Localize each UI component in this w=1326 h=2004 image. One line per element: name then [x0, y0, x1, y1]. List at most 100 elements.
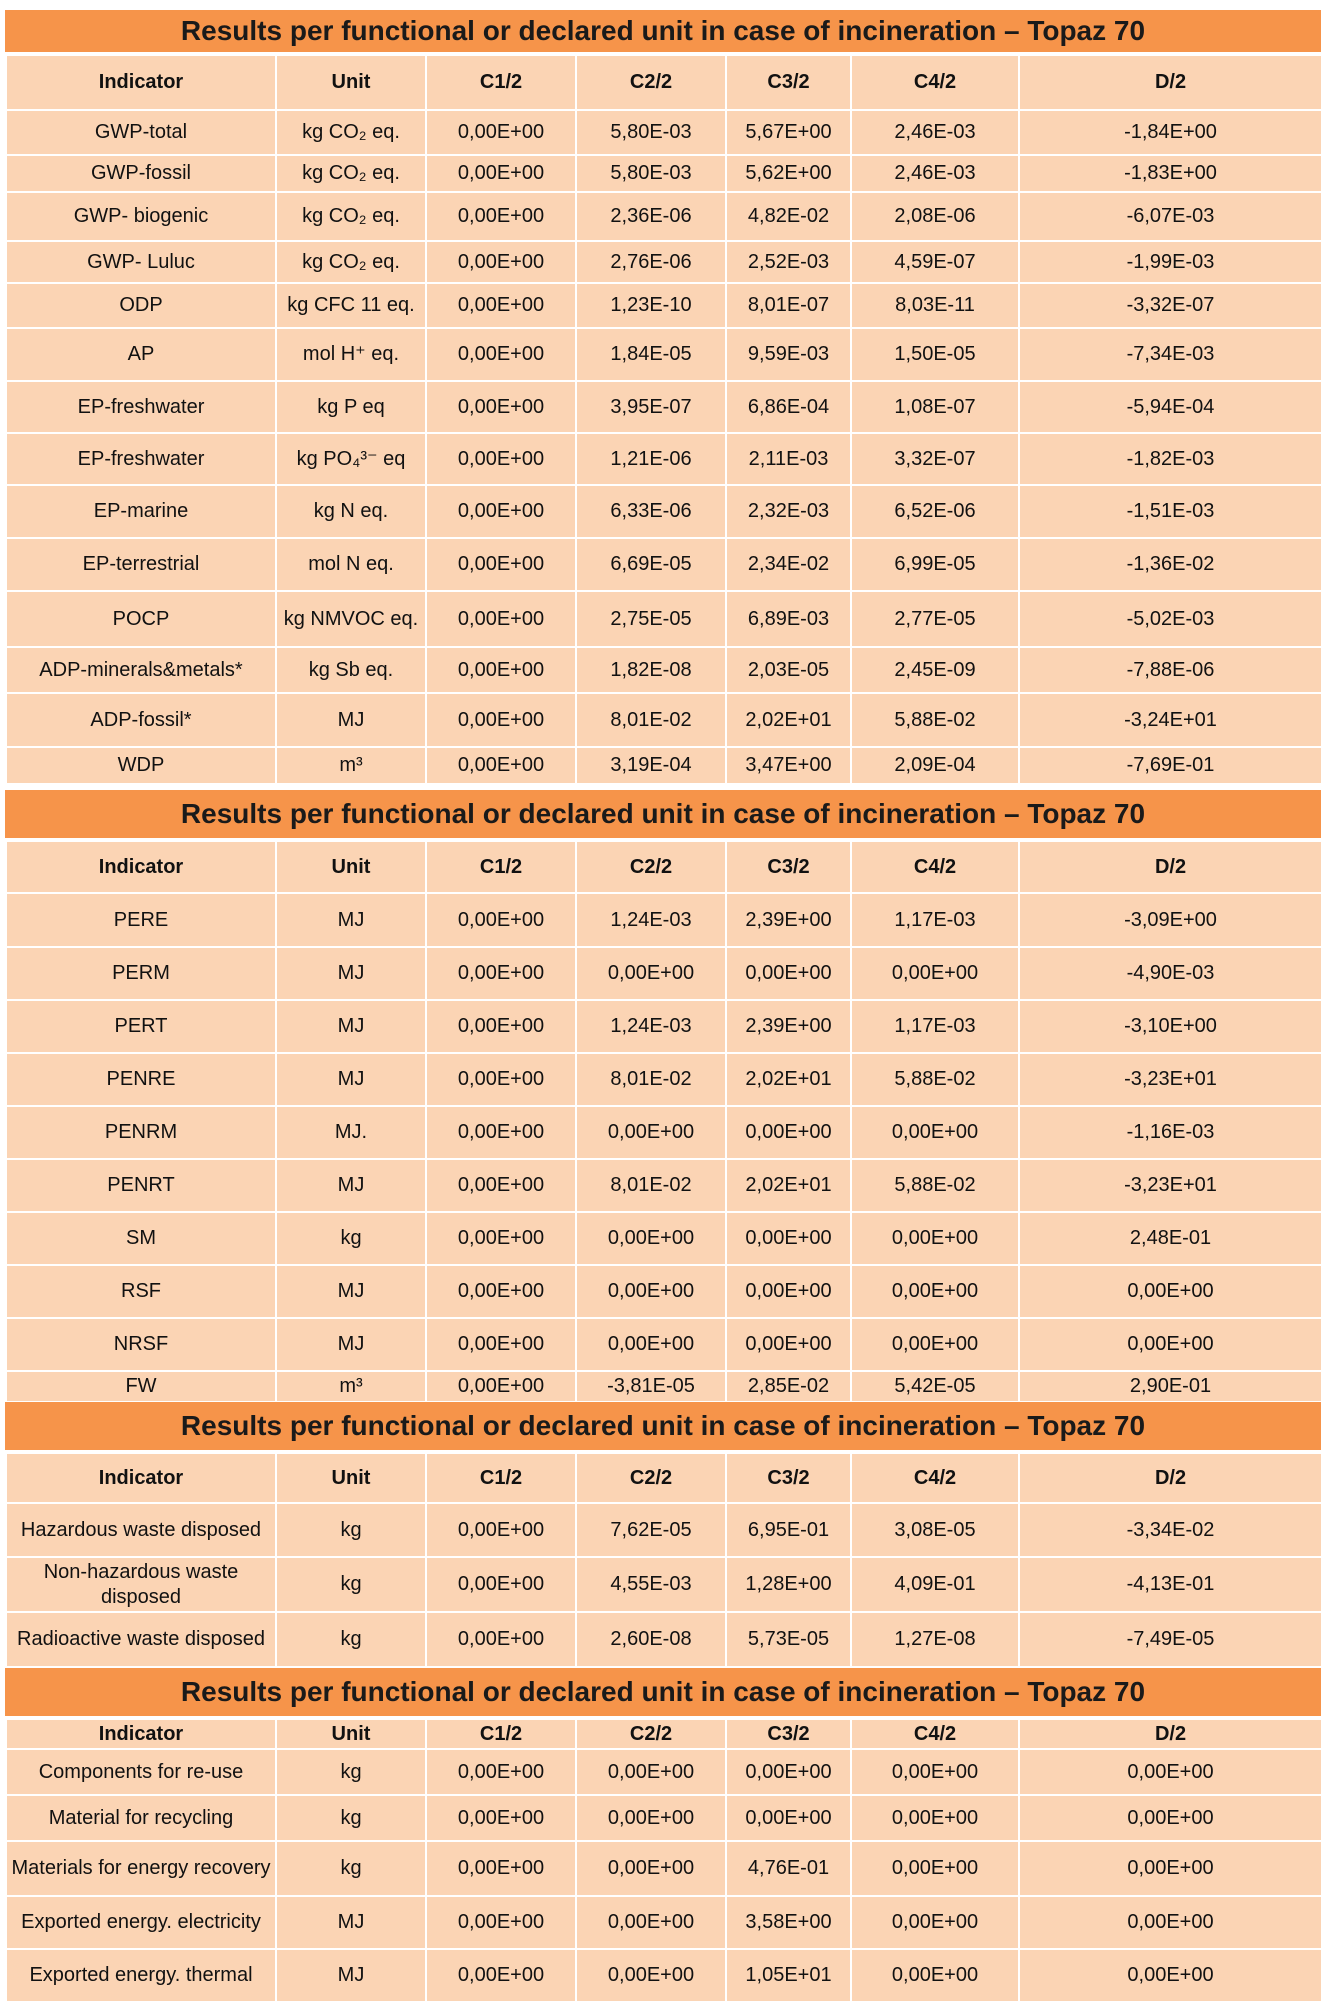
table-row: Exported energy. thermal MJ 0,00E+00 0,00E+… — [5, 1948, 1323, 2003]
value-cell: 3,95E-07 — [575, 380, 727, 434]
value-cell: 6,95E-01 — [725, 1502, 852, 1558]
value-cell: 0,00E+00 — [425, 692, 577, 748]
value-cell: 8,03E-11 — [850, 282, 1020, 329]
output-flows-table: Indicator Unit C1/2 C2/2 C3/2 C4/2 D/2 Componen… — [5, 1718, 1323, 2003]
table-row: Non-hazardous waste disposed kg 0,00E+00 4,… — [5, 1556, 1323, 1613]
table-row: ADP-fossil* MJ 0,00E+00 8,01E-02 2,02E+01 5,8… — [5, 692, 1323, 748]
value-cell: -3,10E+00 — [1018, 999, 1323, 1054]
value-cell: 2,02E+01 — [725, 692, 852, 748]
header-row: Indicator Unit C1/2 C2/2 C3/2 C4/2 D/2 — [5, 54, 1323, 111]
table-row: PERT MJ 0,00E+00 1,24E-03 2,39E+00 1,17E-03 -3… — [5, 999, 1323, 1054]
table-row: EP-marine kg N eq. 0,00E+00 6,33E-06 2,32E-0… — [5, 484, 1323, 539]
value-cell: 0,00E+00 — [425, 191, 577, 242]
column-header: C3/2 — [725, 840, 852, 894]
value-cell: 0,00E+00 — [850, 1895, 1020, 1950]
unit-cell: kg — [275, 1840, 427, 1897]
indicator-cell: ADP-fossil* — [5, 692, 277, 748]
value-cell: 0,00E+00 — [425, 1794, 577, 1842]
value-cell: 0,00E+00 — [725, 946, 852, 1001]
value-cell: 0,00E+00 — [725, 1105, 852, 1160]
indicator-cell: GWP-total — [5, 109, 277, 156]
value-cell: 6,52E-06 — [850, 484, 1020, 539]
unit-cell: kg P eq — [275, 380, 427, 434]
value-cell: 0,00E+00 — [1018, 1264, 1323, 1319]
column-header: C4/2 — [850, 54, 1020, 111]
value-cell: -3,81E-05 — [575, 1370, 727, 1403]
indicator-cell: FW — [5, 1370, 277, 1403]
value-cell: 0,00E+00 — [425, 1105, 577, 1160]
column-header: C1/2 — [425, 1718, 577, 1750]
value-cell: 0,00E+00 — [850, 1794, 1020, 1842]
indicator-cell: ADP-minerals&metals* — [5, 646, 277, 694]
unit-cell: MJ — [275, 999, 427, 1054]
value-cell: 0,00E+00 — [425, 484, 577, 539]
value-cell: 8,01E-02 — [575, 1052, 727, 1107]
value-cell: 0,00E+00 — [575, 1211, 727, 1266]
value-cell: 2,39E+00 — [725, 892, 852, 948]
value-cell: 6,69E-05 — [575, 537, 727, 592]
indicator-cell: EP-terrestrial — [5, 537, 277, 592]
indicator-cell: SM — [5, 1211, 277, 1266]
value-cell: 0,00E+00 — [425, 1158, 577, 1213]
value-cell: 3,58E+00 — [725, 1895, 852, 1950]
unit-cell: kg NMVOC eq. — [275, 590, 427, 648]
value-cell: 0,00E+00 — [425, 282, 577, 329]
value-cell: 0,00E+00 — [850, 1105, 1020, 1160]
value-cell: -4,13E-01 — [1018, 1556, 1323, 1613]
value-cell: 0,00E+00 — [425, 999, 577, 1054]
value-cell: 0,00E+00 — [850, 1317, 1020, 1372]
indicator-cell: Material for recycling — [5, 1794, 277, 1842]
value-cell: 0,00E+00 — [425, 1948, 577, 2003]
value-cell: 2,09E-04 — [850, 746, 1020, 785]
table-row: PENRM MJ. 0,00E+00 0,00E+00 0,00E+00 0,00E+00… — [5, 1105, 1323, 1160]
indicator-cell: PENRE — [5, 1052, 277, 1107]
output-flows-section: Results per functional or declared unit … — [5, 1668, 1323, 2003]
output-flows-title: Results per functional or declared unit … — [5, 1668, 1321, 1718]
value-cell: -3,32E-07 — [1018, 282, 1323, 329]
indicator-cell: RSF — [5, 1264, 277, 1319]
column-header: C3/2 — [725, 1452, 852, 1504]
value-cell: 5,67E+00 — [725, 109, 852, 156]
value-cell: 5,88E-02 — [850, 1158, 1020, 1213]
value-cell: -4,90E-03 — [1018, 946, 1323, 1001]
table-row: PERE MJ 0,00E+00 1,24E-03 2,39E+00 1,17E-03 -3… — [5, 892, 1323, 948]
column-header: C4/2 — [850, 1452, 1020, 1504]
value-cell: 0,00E+00 — [425, 1748, 577, 1796]
table-row: NRSF MJ 0,00E+00 0,00E+00 0,00E+00 0,00E+00 0,… — [5, 1317, 1323, 1372]
unit-cell: kg — [275, 1748, 427, 1796]
value-cell: 0,00E+00 — [850, 1264, 1020, 1319]
table-row: Components for re-use kg 0,00E+00 0,00E+00 0… — [5, 1748, 1323, 1796]
value-cell: 2,02E+01 — [725, 1052, 852, 1107]
column-header: Indicator — [5, 840, 277, 894]
column-header: D/2 — [1018, 54, 1323, 111]
value-cell: 2,48E-01 — [1018, 1211, 1323, 1266]
value-cell: 2,52E-03 — [725, 240, 852, 284]
value-cell: 5,88E-02 — [850, 692, 1020, 748]
value-cell: 2,90E-01 — [1018, 1370, 1323, 1403]
value-cell: 2,36E-06 — [575, 191, 727, 242]
value-cell: 2,08E-06 — [850, 191, 1020, 242]
unit-cell: kg CO₂ eq. — [275, 154, 427, 193]
value-cell: 1,82E-08 — [575, 646, 727, 694]
value-cell: 2,60E-08 — [575, 1611, 727, 1668]
value-cell: 1,50E-05 — [850, 327, 1020, 382]
value-cell: -7,69E-01 — [1018, 746, 1323, 785]
indicator-cell: EP-freshwater — [5, 432, 277, 486]
value-cell: -1,82E-03 — [1018, 432, 1323, 486]
value-cell: 0,00E+00 — [425, 1317, 577, 1372]
value-cell: 1,28E+00 — [725, 1556, 852, 1613]
value-cell: 1,05E+01 — [725, 1948, 852, 2003]
waste-categories-table: Indicator Unit C1/2 C2/2 C3/2 C4/2 D/2 Hazardou… — [5, 1452, 1323, 1668]
table-row: Hazardous waste disposed kg 0,00E+00 7,62E-… — [5, 1502, 1323, 1558]
table-row: RSF MJ 0,00E+00 0,00E+00 0,00E+00 0,00E+00 0,0… — [5, 1264, 1323, 1319]
indicator-cell: AP — [5, 327, 277, 382]
value-cell: 0,00E+00 — [1018, 1317, 1323, 1372]
value-cell: 0,00E+00 — [425, 1052, 577, 1107]
value-cell: 0,00E+00 — [575, 1948, 727, 2003]
value-cell: 0,00E+00 — [1018, 1748, 1323, 1796]
value-cell: 0,00E+00 — [725, 1264, 852, 1319]
value-cell: 2,76E-06 — [575, 240, 727, 284]
value-cell: 3,08E-05 — [850, 1502, 1020, 1558]
indicator-cell: Hazardous waste disposed — [5, 1502, 277, 1558]
value-cell: 0,00E+00 — [850, 1840, 1020, 1897]
